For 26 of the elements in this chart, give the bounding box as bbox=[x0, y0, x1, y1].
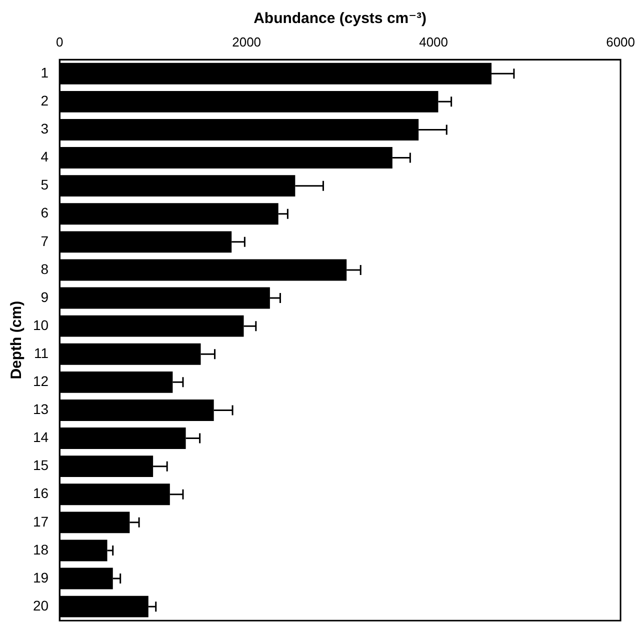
y-tick-label: 4 bbox=[40, 148, 49, 165]
x-tick-label: 6000 bbox=[606, 34, 635, 50]
x-tick-label: 4000 bbox=[419, 34, 448, 50]
y-tick-label: 15 bbox=[32, 457, 49, 474]
y-tick-label: 9 bbox=[40, 288, 49, 305]
y-tick-label: 1 bbox=[40, 64, 49, 80]
y-tick-label: 7 bbox=[40, 232, 49, 249]
y-tick-label: 2 bbox=[40, 92, 49, 109]
y-tick-label: 18 bbox=[32, 541, 49, 558]
y-tick-label: 6 bbox=[40, 204, 49, 221]
y-tick-label: 20 bbox=[32, 597, 49, 614]
y-axis-title: Depth (cm) bbox=[8, 300, 26, 380]
y-tick-label: 17 bbox=[32, 513, 49, 530]
y-tick-label: 10 bbox=[32, 316, 49, 333]
y-tick-label: 8 bbox=[40, 260, 49, 277]
y-tick-label: 12 bbox=[32, 373, 49, 390]
y-tick-label: 13 bbox=[32, 401, 49, 418]
y-tick-label: 3 bbox=[40, 120, 49, 137]
y-tick-label: 11 bbox=[34, 344, 49, 361]
y-tick-label: 16 bbox=[32, 485, 49, 502]
x-tick-label: 2000 bbox=[232, 34, 262, 50]
y-tick-label: 14 bbox=[32, 429, 49, 446]
y-tick-label: 5 bbox=[40, 176, 49, 193]
y-tick-label: 19 bbox=[32, 569, 49, 586]
x-tick-label: 0 bbox=[56, 34, 64, 50]
x-axis-title: Abundance (cysts cm⁻³) bbox=[254, 10, 427, 28]
